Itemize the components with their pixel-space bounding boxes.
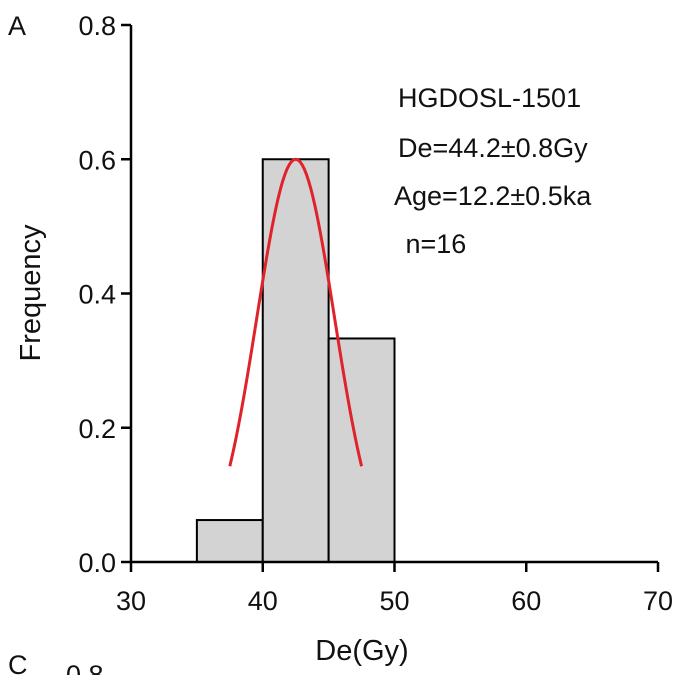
y-tick-label: 0.6: [78, 145, 116, 175]
y-tick-label: 0.4: [78, 280, 116, 310]
y-axis-ticks: 0.0 0.2 0.4 0.6 0.8: [78, 11, 131, 578]
y-axis-title: Frequency: [15, 224, 47, 362]
x-tick-label: 30: [116, 586, 146, 616]
panel-label-a: A: [8, 11, 26, 41]
x-tick-label: 40: [248, 586, 278, 616]
y-tick-label: 0.0: [78, 548, 116, 578]
x-axis-ticks: 30 40 50 60 70: [116, 562, 673, 616]
gaussian-fit-curve: [228, 157, 364, 467]
sample-annotations: HGDOSL-1501 De=44.2±0.8Gy Age=12.2±0.5ka…: [394, 83, 592, 259]
x-axis-title: De(Gy): [315, 635, 408, 667]
annotation-sample-id: HGDOSL-1501: [398, 83, 581, 113]
annotation-de: De=44.2±0.8Gy: [398, 133, 588, 163]
x-tick-label: 60: [511, 586, 541, 616]
histogram-bar-35-40: [195, 519, 264, 563]
y-tick-label: 0.8: [78, 11, 116, 41]
panel-label-c: C: [8, 650, 28, 675]
next-panel-partial-tick: 0.8: [66, 660, 104, 675]
x-tick-label: 50: [379, 586, 409, 616]
annotation-n: n=16: [398, 229, 466, 259]
x-tick-label: 70: [643, 586, 673, 616]
histogram-bars: [195, 158, 396, 563]
histogram-bar-45-50: [327, 337, 396, 563]
annotation-age: Age=12.2±0.5ka: [394, 181, 592, 211]
y-tick-label: 0.2: [78, 414, 116, 444]
